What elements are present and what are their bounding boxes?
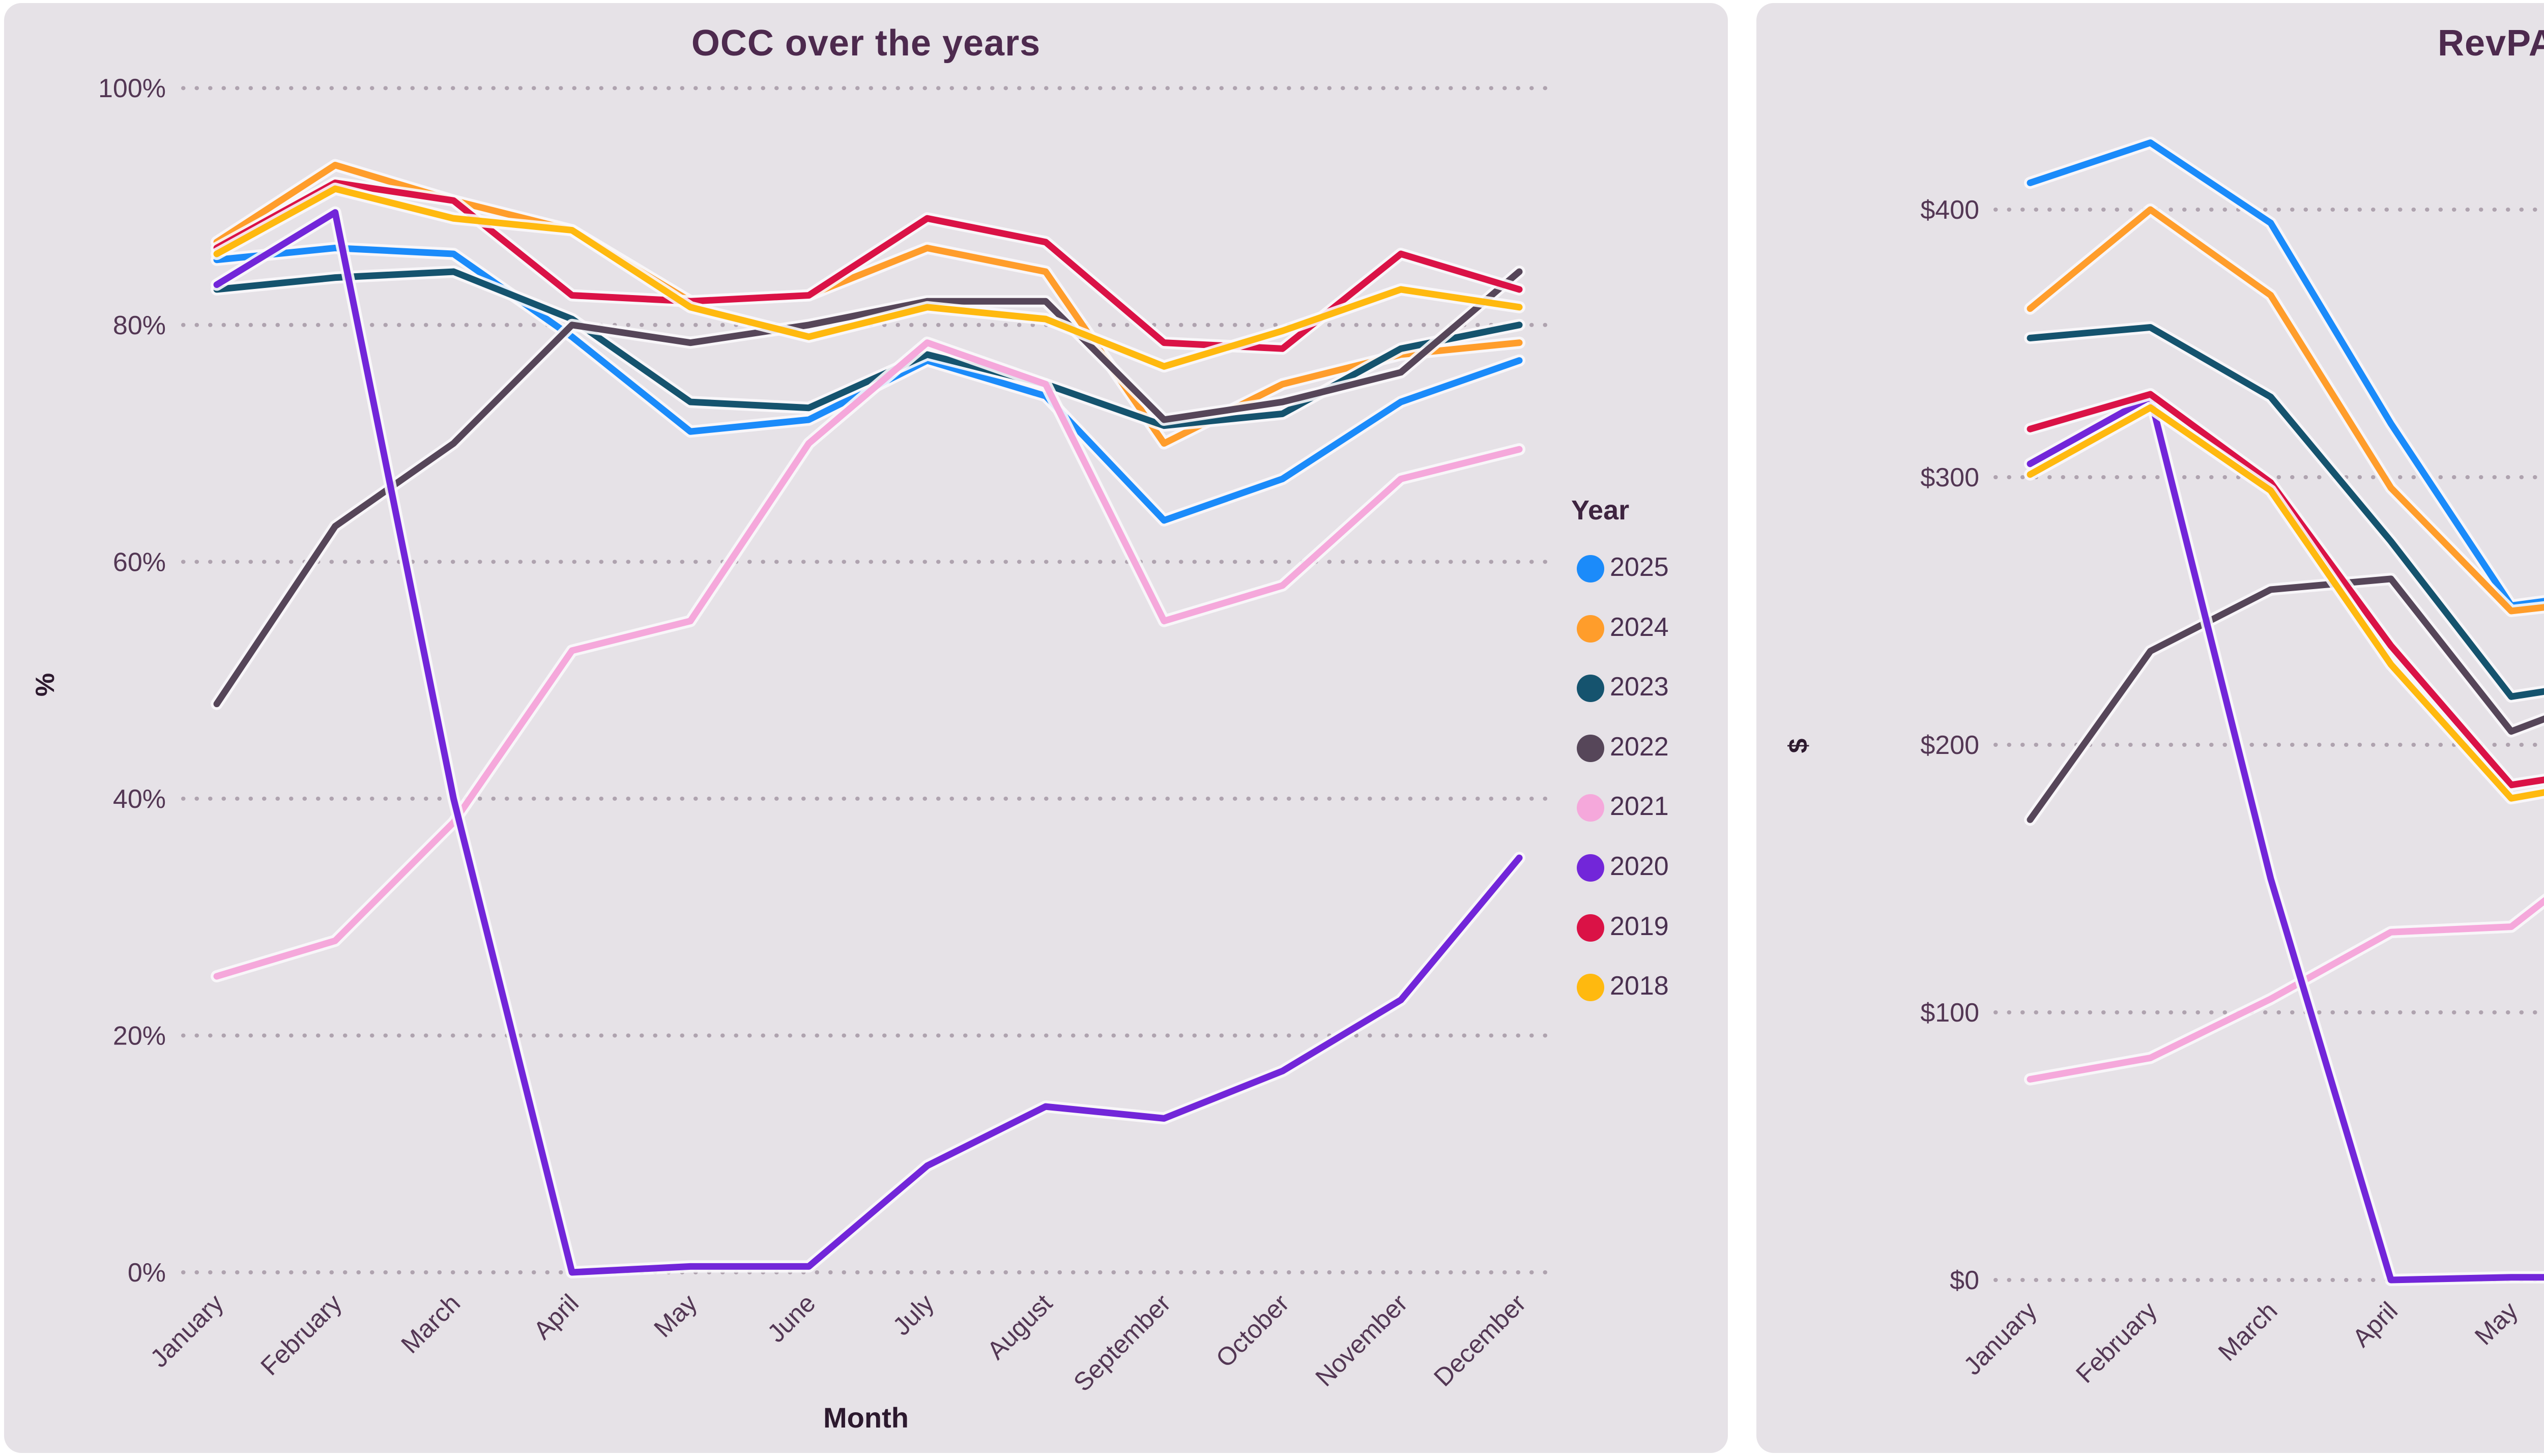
series-line-2025[interactable] xyxy=(2027,139,2544,694)
series-line-2021[interactable] xyxy=(213,339,1523,980)
x-tick-label: June xyxy=(762,1289,821,1348)
x-tick-label: September xyxy=(1068,1289,1176,1397)
chart-title-revpar: RevPAR over the years xyxy=(2437,23,2544,64)
occ-chart-panel: 100% 80% 60% 40% 20% 0% January February March Ap… xyxy=(4,3,1728,1453)
x-tick-label: December xyxy=(1428,1289,1531,1392)
revpar-chart-panel: $400 $300 $200 $100 $0 January February March Ap… xyxy=(1756,3,2544,1453)
x-tick-label: January xyxy=(1958,1296,2042,1380)
series-line-2022[interactable] xyxy=(213,268,1523,708)
y-tick-label: 20% xyxy=(113,1021,166,1051)
y-axis-title-revpar: $ xyxy=(1783,738,1813,753)
legend-dot-2021 xyxy=(1577,794,1604,822)
legend-dot-2018 xyxy=(1577,974,1604,1002)
chart-title-occ: OCC over the years xyxy=(691,23,1041,64)
legend-item-label: 2024 xyxy=(1610,612,1669,642)
y-tick-label: 60% xyxy=(113,547,166,577)
x-axis-title-occ: Month xyxy=(823,1402,909,1434)
legend-title: Year xyxy=(1571,495,1630,526)
y-tick-label: 0% xyxy=(128,1258,166,1288)
x-tick-label: November xyxy=(1310,1289,1413,1392)
x-tick-label: April xyxy=(528,1289,584,1345)
legend-item-label: 2022 xyxy=(1610,732,1669,762)
series-line-2023[interactable] xyxy=(2027,324,2544,755)
series-line-2022[interactable] xyxy=(2027,381,2544,823)
series-line-2019[interactable] xyxy=(2027,391,2544,820)
x-tick-label: January xyxy=(144,1289,228,1373)
x-tick-label: May xyxy=(648,1289,702,1343)
series-line-2020[interactable] xyxy=(213,209,1523,1276)
occ-line-plot: 100% 80% 60% 40% 20% 0%January February March Ap… xyxy=(98,74,1559,1397)
y-tick-label: $100 xyxy=(1920,998,1979,1028)
legend-item-label: 2023 xyxy=(1610,672,1669,702)
x-tick-label: February xyxy=(255,1289,347,1381)
series-halo-2018 xyxy=(2024,401,2544,805)
series-line-2023[interactable] xyxy=(213,268,1523,429)
y-tick-label: $400 xyxy=(1920,195,1979,225)
series-halo-2022 xyxy=(211,266,1526,710)
legend-item-label: 2019 xyxy=(1610,911,1669,941)
legend-dot-2019 xyxy=(1577,914,1604,942)
series-line-2018[interactable] xyxy=(213,185,1523,370)
series-line-2021[interactable] xyxy=(2027,651,2544,1083)
x-tick-label: July xyxy=(887,1289,939,1341)
y-tick-label: 100% xyxy=(98,74,166,103)
y-tick-label: $200 xyxy=(1920,731,1979,760)
series-line-2024[interactable] xyxy=(2027,206,2544,713)
y-tick-label: 80% xyxy=(113,311,166,340)
legend-dot-2020 xyxy=(1577,854,1604,882)
legend-item-label: 2021 xyxy=(1610,792,1669,822)
x-tick-label: August xyxy=(981,1289,1058,1365)
x-tick-label: May xyxy=(2469,1296,2523,1350)
legend-occ: Year 2025 2024 2023 2022 2021 2020 2019 2018 xyxy=(1557,485,1725,1045)
series-line-2018[interactable] xyxy=(2027,404,2544,838)
x-tick-label: February xyxy=(2070,1296,2162,1388)
series-line-2020[interactable] xyxy=(2027,393,2544,1284)
x-axis-title-revpar: Month xyxy=(1852,1401,2544,1434)
legend-item-label: 2020 xyxy=(1610,852,1669,881)
x-tick-label: April xyxy=(2347,1296,2403,1352)
x-tick-label: October xyxy=(1210,1289,1294,1373)
legend-dot-2025 xyxy=(1577,555,1604,583)
y-tick-label: $300 xyxy=(1920,463,1979,492)
series-line-2019[interactable] xyxy=(213,179,1523,352)
legend-item-label: 2018 xyxy=(1610,971,1669,1001)
legend-dot-2022 xyxy=(1577,734,1604,762)
y-tick-label: $0 xyxy=(1950,1266,1979,1295)
legend-dot-2023 xyxy=(1577,675,1604,703)
legend-item-label: 2025 xyxy=(1610,552,1669,582)
series-halo-2021 xyxy=(211,336,1526,983)
legend-dot-2024 xyxy=(1577,615,1604,643)
x-tick-label: March xyxy=(2213,1296,2283,1366)
y-tick-label: 40% xyxy=(113,784,166,814)
series-halo-2023 xyxy=(211,266,1526,432)
x-tick-label: March xyxy=(395,1289,466,1359)
y-axis-title-occ: % xyxy=(31,673,61,697)
